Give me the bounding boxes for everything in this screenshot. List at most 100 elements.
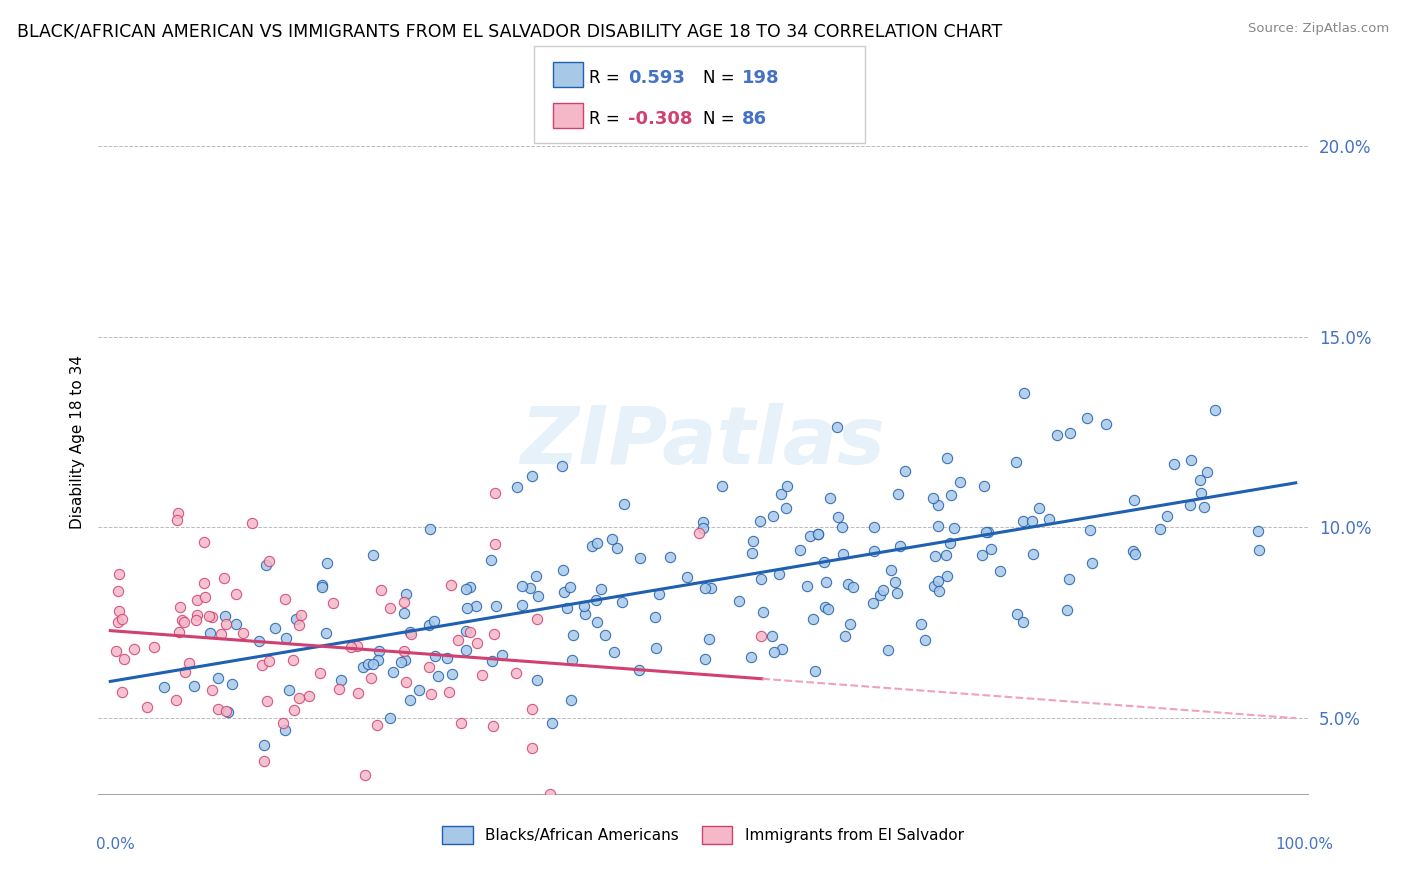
Point	[1081, 556, 1104, 570]
Point	[586, 615, 609, 629]
Point	[817, 602, 839, 616]
Text: R =: R =	[589, 69, 620, 87]
Point	[628, 550, 651, 565]
Point	[274, 592, 297, 607]
Text: R =: R =	[589, 110, 620, 128]
Point	[939, 488, 962, 502]
Point	[360, 671, 382, 685]
Point	[927, 519, 949, 533]
Point	[558, 580, 581, 594]
Point	[841, 580, 863, 594]
Point	[1095, 417, 1118, 432]
Point	[322, 596, 344, 610]
Point	[193, 575, 215, 590]
Point	[1022, 547, 1045, 561]
Point	[179, 657, 201, 671]
Point	[311, 577, 333, 591]
Point	[1178, 498, 1201, 512]
Point	[538, 787, 561, 801]
Point	[484, 537, 506, 551]
Point	[419, 522, 441, 536]
Point	[395, 587, 418, 601]
Point	[1195, 466, 1218, 480]
Point	[658, 549, 681, 564]
Point	[894, 464, 917, 478]
Point	[770, 641, 793, 656]
Point	[872, 583, 894, 598]
Point	[287, 618, 309, 632]
Point	[862, 596, 884, 610]
Point	[347, 686, 370, 700]
Point	[887, 487, 910, 501]
Point	[172, 613, 194, 627]
Point	[380, 711, 402, 725]
Point	[200, 609, 222, 624]
Point	[186, 607, 208, 622]
Point	[693, 581, 716, 595]
Point	[264, 621, 287, 635]
Point	[748, 514, 770, 528]
Point	[581, 539, 603, 553]
Point	[832, 547, 855, 561]
Point	[692, 521, 714, 535]
Point	[914, 632, 936, 647]
Point	[274, 723, 297, 737]
Point	[520, 702, 543, 716]
Point	[770, 487, 793, 501]
Point	[194, 591, 217, 605]
Point	[366, 718, 388, 732]
Point	[465, 636, 488, 650]
Point	[768, 566, 790, 581]
Point	[198, 626, 221, 640]
Point	[207, 671, 229, 685]
Point	[804, 664, 827, 678]
Point	[339, 640, 361, 654]
Point	[211, 627, 233, 641]
Point	[1012, 615, 1035, 630]
Point	[1192, 500, 1215, 515]
Point	[1123, 492, 1146, 507]
Point	[510, 598, 533, 612]
Point	[922, 579, 945, 593]
Point	[560, 693, 582, 707]
Point	[484, 485, 506, 500]
Point	[482, 718, 505, 732]
Point	[803, 612, 825, 626]
Point	[287, 690, 309, 705]
Point	[697, 632, 720, 647]
Point	[606, 541, 628, 555]
Point	[834, 629, 856, 643]
Point	[818, 491, 841, 505]
Point	[526, 673, 548, 687]
Point	[700, 581, 723, 595]
Point	[298, 689, 321, 703]
Point	[862, 520, 884, 534]
Point	[183, 679, 205, 693]
Point	[574, 607, 596, 621]
Point	[825, 419, 848, 434]
Point	[107, 604, 129, 618]
Point	[152, 681, 174, 695]
Point	[980, 541, 1002, 556]
Point	[1189, 473, 1212, 487]
Point	[419, 687, 441, 701]
Point	[328, 682, 350, 697]
Point	[458, 580, 481, 594]
Point	[807, 527, 830, 541]
Point	[741, 546, 763, 560]
Point	[111, 685, 134, 699]
Text: 86: 86	[742, 110, 768, 128]
Point	[107, 583, 129, 598]
Point	[253, 738, 276, 752]
Point	[1204, 403, 1226, 417]
Point	[505, 666, 527, 681]
Point	[1059, 572, 1081, 586]
Point	[695, 652, 717, 666]
Point	[214, 608, 236, 623]
Point	[485, 599, 508, 614]
Point	[1004, 455, 1026, 469]
Point	[976, 524, 998, 539]
Point	[935, 549, 957, 563]
Point	[970, 548, 993, 562]
Point	[688, 525, 710, 540]
